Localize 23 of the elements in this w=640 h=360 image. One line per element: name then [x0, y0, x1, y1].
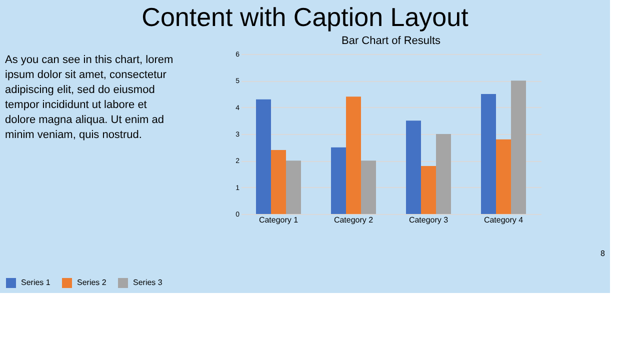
bar [436, 134, 451, 214]
bar [511, 80, 526, 214]
text: 8 [600, 249, 606, 258]
legend-label: Series 3 [133, 278, 163, 287]
bar [421, 166, 436, 214]
x-tick-label: Category 3 [408, 216, 449, 224]
bar [481, 94, 496, 214]
bar [286, 160, 301, 214]
bar [361, 160, 376, 214]
chart-subtitle: Bar Chart of Results [341, 35, 442, 47]
bar [331, 147, 346, 214]
x-tick-label: Category 1 [258, 216, 299, 224]
chart-title: Content with Caption Layout [142, 2, 470, 32]
text: As you can see in this chart, lorem ipsum dolor sit amet, consectetur adipiscing elit, sed do eiusmod tempor incididunt ut labore et dolore magna aliqua. Ut enim ad minim veniam, quis nostrud. [5, 54, 174, 141]
x-tick-label: Category 4 [484, 216, 524, 224]
bar [256, 99, 271, 214]
x-tick-label: Category 2 [334, 216, 374, 224]
bar [496, 139, 511, 214]
legend-label: Series 1 [21, 278, 51, 287]
bar [406, 120, 421, 214]
bar [271, 150, 286, 214]
bar [346, 96, 361, 214]
legend-label: Series 2 [77, 278, 107, 287]
